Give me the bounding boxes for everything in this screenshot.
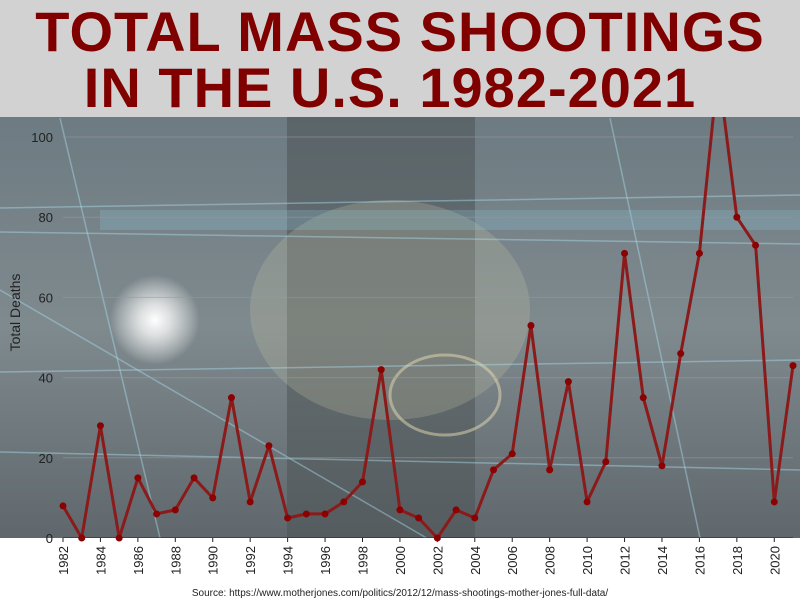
x-tick-label: 1994 [281,546,296,575]
data-point [658,462,666,470]
data-point [171,506,179,514]
chart-title-line-2: IN THE U.S. 1982-2021 [83,56,697,119]
data-point [153,510,161,518]
title-band [0,0,800,118]
x-tick-label: 2016 [692,546,707,575]
data-point [415,514,423,522]
data-point [527,321,535,329]
data-point [733,213,741,221]
background-light-band [100,210,800,230]
background-globe [250,200,530,420]
data-point [227,394,235,402]
data-point [621,249,629,257]
background-streak [0,194,800,209]
x-tick-label: 1984 [93,546,108,575]
data-point [471,514,479,522]
data-point [340,498,348,506]
x-tick-label: 1988 [168,546,183,575]
x-tick-label: 2004 [468,546,483,575]
x-tick-label: 1982 [56,546,71,575]
x-tick-label: 1998 [355,546,370,575]
data-point [284,514,292,522]
data-point [452,506,460,514]
data-point [78,534,86,542]
chart-grid [63,136,793,539]
data-point [190,474,198,482]
data-point [377,366,385,374]
data-point [546,466,554,474]
x-tick-label: 2000 [393,546,408,575]
x-tick-label: 2018 [730,546,745,575]
data-point [770,498,778,506]
data-point [134,474,142,482]
x-tick-label: 2006 [505,546,520,575]
data-point [246,498,254,506]
data-point [302,510,310,518]
data-point [209,494,217,502]
data-point [639,394,647,402]
y-tick-label: 0 [46,531,53,546]
data-point [433,534,441,542]
data-point [265,442,273,450]
x-tick-label: 1996 [318,546,333,575]
data-point [677,350,685,358]
data-point [695,249,703,257]
data-point [508,450,516,458]
background-streak [0,231,800,245]
x-tick-label: 2010 [580,546,595,575]
chart-title-line-1: TOTAL MASS SHOOTINGS [35,0,765,63]
background-streak [59,117,161,539]
x-tick-label: 1992 [243,546,258,575]
x-tick-label: 2020 [767,546,782,575]
data-point [583,498,591,506]
data-point [789,362,797,370]
y-tick-label: 20 [39,451,53,466]
background-ring [388,353,502,437]
y-tick-label: 100 [31,130,53,145]
x-tick-label: 1986 [131,546,146,575]
data-point [752,241,760,249]
background-streak [0,359,800,373]
chart-series [59,65,797,542]
data-point [715,65,722,72]
chart-labels: 0 20 40 60 80 100 1982 1984 1986 1988 1990 1992 1994… [7,130,782,575]
background-streak [0,289,431,541]
data-point [396,506,404,514]
data-point [564,378,572,386]
background-image [0,117,800,541]
background-streak [0,451,800,471]
x-axis-band [0,538,800,612]
data-point [358,478,366,486]
background-dark-panel [287,117,475,538]
x-tick-label: 2014 [655,546,670,575]
y-axis-label: Total Deaths [7,274,23,352]
data-point [490,466,498,474]
x-tick-label: 2002 [430,546,445,575]
y-tick-label: 60 [39,290,53,305]
x-tick-label: 2008 [543,546,558,575]
series-line [61,117,795,540]
chart-axes [0,537,800,612]
data-point [602,458,610,466]
data-point [96,422,104,430]
data-point [321,510,329,518]
background-light-flare [110,275,200,365]
background-streak [609,117,701,539]
x-tick-label: 2012 [618,546,633,575]
x-tick-label: 1990 [206,546,221,575]
y-tick-label: 40 [39,371,53,386]
y-tick-label: 80 [39,210,53,225]
data-point [59,502,67,510]
data-point [115,534,123,542]
source-note: Source: https://www.motherjones.com/poli… [191,588,609,599]
